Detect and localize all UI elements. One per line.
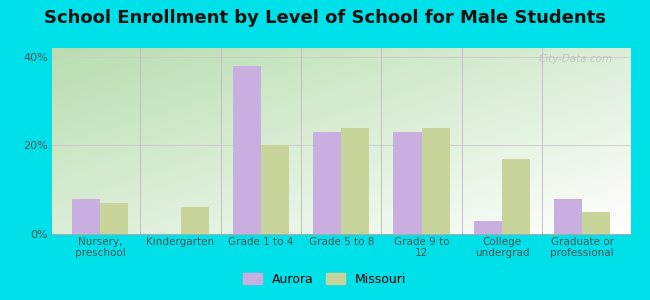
Bar <box>422 128 450 234</box>
Bar <box>582 212 610 234</box>
Bar <box>72 199 100 234</box>
Bar <box>181 207 209 234</box>
Bar <box>502 159 530 234</box>
Bar <box>100 203 128 234</box>
Bar <box>474 221 502 234</box>
Bar <box>313 132 341 234</box>
Bar <box>554 199 582 234</box>
Text: School Enrollment by Level of School for Male Students: School Enrollment by Level of School for… <box>44 9 606 27</box>
Text: City-Data.com: City-Data.com <box>539 54 613 64</box>
Bar <box>393 132 422 234</box>
Bar <box>261 146 289 234</box>
Bar <box>233 66 261 234</box>
Legend: Aurora, Missouri: Aurora, Missouri <box>239 268 411 291</box>
Bar <box>341 128 369 234</box>
